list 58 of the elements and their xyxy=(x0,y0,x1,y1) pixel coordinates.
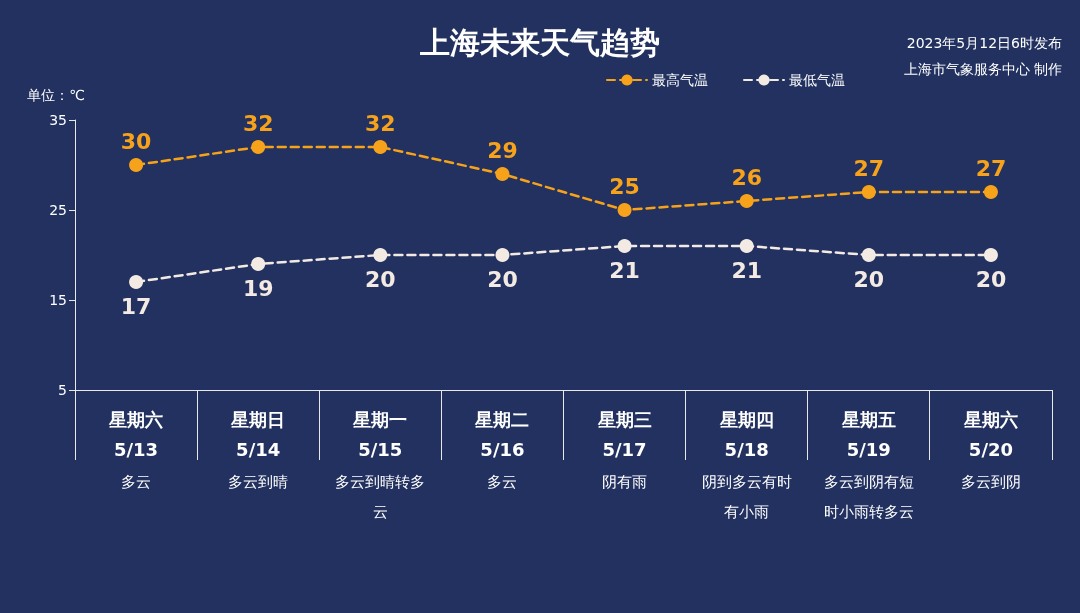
data-label: 27 xyxy=(975,155,1007,181)
x-tick-label: 星期五 5/19 xyxy=(840,408,896,460)
x-tick-label: 星期四 5/18 xyxy=(718,408,774,460)
x-tick-label: 星期日 5/14 xyxy=(230,408,286,460)
text: 多云到阴有短时小雨转多云 xyxy=(823,473,914,521)
text: 上海市气象服务中心 制作 xyxy=(903,61,1062,77)
data-label: 20 xyxy=(853,266,885,292)
text: 2023年5月12日6时发布 xyxy=(906,35,1063,51)
point xyxy=(373,248,388,262)
point xyxy=(373,140,388,154)
point xyxy=(617,203,632,217)
y-tick-label: 5 xyxy=(58,382,67,398)
x-tick-label: 星期六 5/20 xyxy=(962,408,1018,460)
data-label: 30 xyxy=(120,128,152,154)
text: 阴有雨 xyxy=(602,473,648,491)
data-label: 25 xyxy=(609,173,640,199)
data-label: 20 xyxy=(975,266,1007,292)
text: 多云 xyxy=(487,473,518,491)
data-label: 20 xyxy=(487,266,518,292)
point xyxy=(251,140,266,154)
legend-label: 最高气温 xyxy=(652,72,708,88)
text: 多云 xyxy=(121,473,152,491)
point xyxy=(983,185,998,199)
text: 阴到多云有时有小雨 xyxy=(701,473,792,521)
data-label: 32 xyxy=(242,110,274,136)
data-label: 27 xyxy=(853,155,885,181)
point xyxy=(861,248,876,262)
x-tick-label: 星期一 5/15 xyxy=(352,408,408,460)
y-tick-label: 25 xyxy=(49,202,67,218)
data-label: 20 xyxy=(365,266,396,292)
text: 多云到晴 xyxy=(228,473,289,491)
data-label: 32 xyxy=(365,110,396,136)
point xyxy=(129,275,144,289)
point xyxy=(983,248,998,262)
y-tick-label: 35 xyxy=(49,112,67,128)
data-label: 21 xyxy=(731,257,762,283)
point xyxy=(495,248,510,262)
y-tick-label: 15 xyxy=(49,292,67,308)
data-label: 19 xyxy=(242,275,274,301)
data-label: 17 xyxy=(120,293,152,319)
data-label: 29 xyxy=(487,137,518,163)
point xyxy=(861,185,876,199)
text: 多云到阴 xyxy=(960,473,1021,491)
x-tick-label: 星期三 5/17 xyxy=(596,408,652,460)
chart-title: 上海未来天气趋势 xyxy=(419,24,660,60)
legend-label: 最低气温 xyxy=(789,72,845,88)
data-label: 26 xyxy=(731,164,762,190)
y-axis-title: 单位：℃ xyxy=(27,87,85,103)
text: 多云到晴转多云 xyxy=(335,473,426,521)
point xyxy=(251,257,266,271)
x-tick-label: 星期六 5/13 xyxy=(108,408,164,460)
x-tick-label: 星期二 5/16 xyxy=(474,408,530,460)
data-label: 21 xyxy=(609,257,640,283)
point xyxy=(495,167,510,181)
point xyxy=(739,194,754,208)
point xyxy=(617,239,632,253)
point xyxy=(129,158,144,172)
point xyxy=(739,239,754,253)
